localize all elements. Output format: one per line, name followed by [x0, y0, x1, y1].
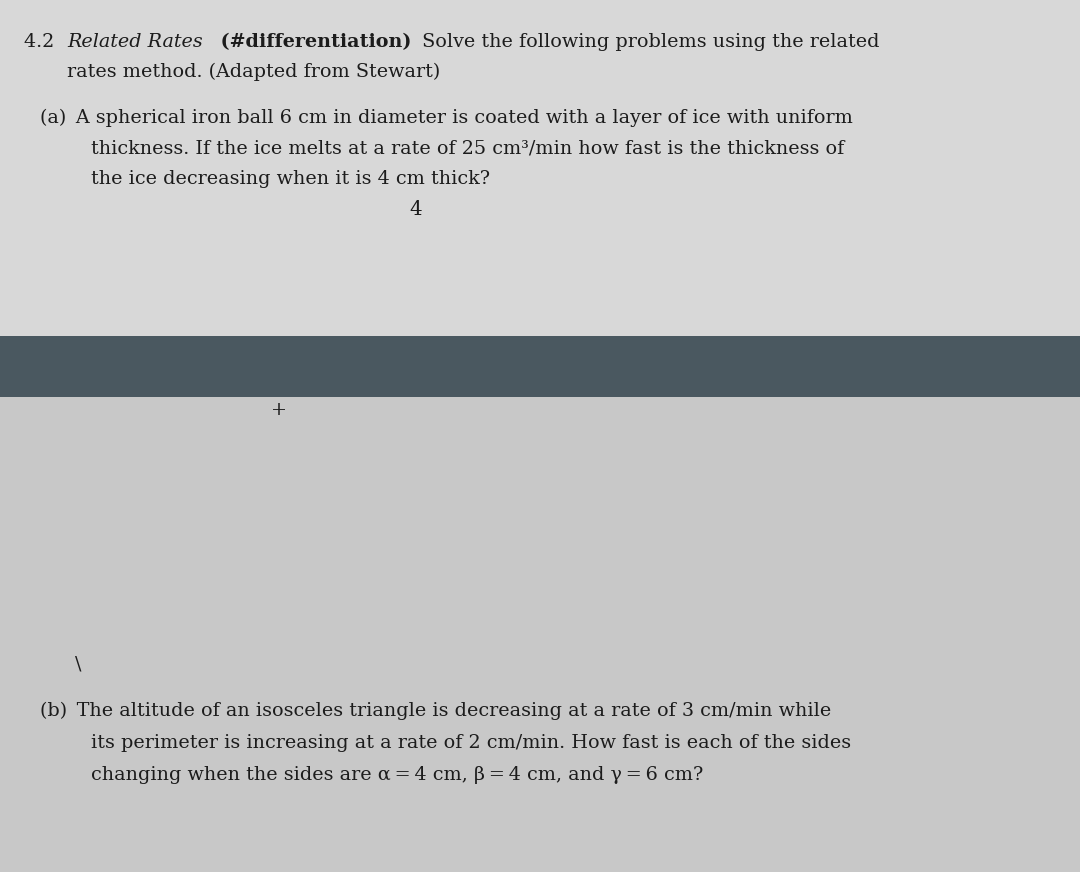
Text: thickness. If the ice melts at a rate of 25 cm³/min how fast is the thickness of: thickness. If the ice melts at a rate of… [91, 140, 843, 158]
Text: (a) A spherical iron ball 6 cm in diameter is coated with a layer of ice with un: (a) A spherical iron ball 6 cm in diamet… [40, 109, 853, 127]
Text: 4.2: 4.2 [24, 33, 58, 51]
Text: its perimeter is increasing at a rate of 2 cm/min. How fast is each of the sides: its perimeter is increasing at a rate of… [91, 734, 851, 753]
Text: \: \ [75, 656, 81, 673]
Bar [0, 336, 1080, 397]
Text: 4: 4 [409, 200, 422, 219]
Bar [0, 397, 1080, 872]
Text: (b) The altitude of an isosceles triangle is decreasing at a rate of 3 cm/min wh: (b) The altitude of an isosceles triangl… [40, 702, 832, 720]
Text: rates method. (Adapted from Stewart): rates method. (Adapted from Stewart) [67, 63, 441, 81]
Text: +: + [271, 401, 286, 419]
Text: changing when the sides are α = 4 cm, β = 4 cm, and γ = 6 cm?: changing when the sides are α = 4 cm, β … [91, 766, 703, 785]
Text: the ice decreasing when it is 4 cm thick?: the ice decreasing when it is 4 cm thick… [91, 170, 489, 188]
Text: (#differentiation): (#differentiation) [214, 33, 411, 51]
Text: Solve the following problems using the related: Solve the following problems using the r… [416, 33, 879, 51]
Text: Related Rates: Related Rates [67, 33, 203, 51]
